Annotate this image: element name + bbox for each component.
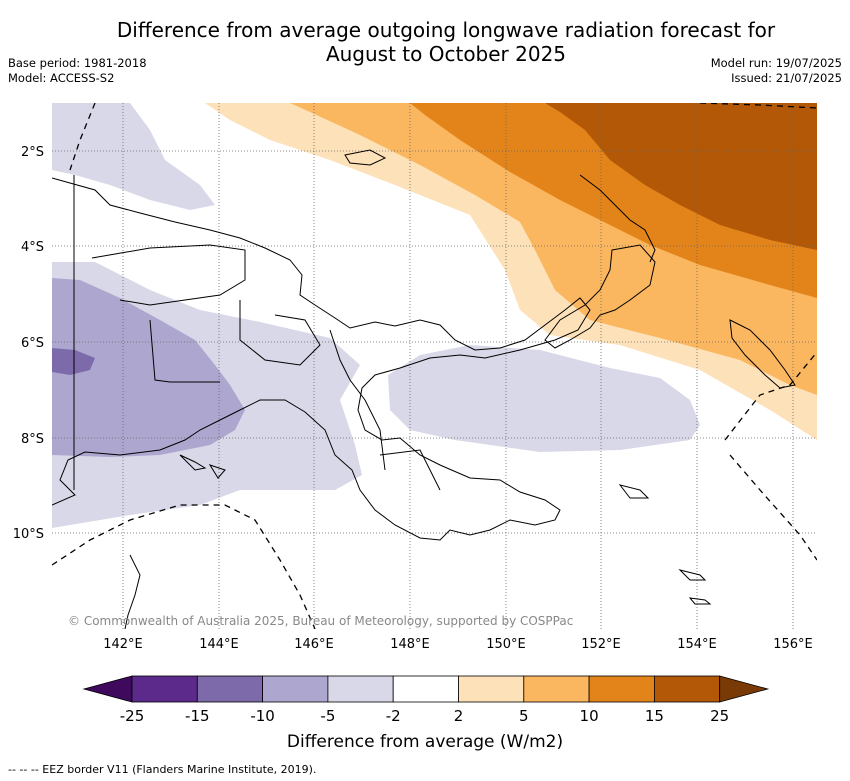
- model-name: Model: ACCESS-S2: [8, 71, 115, 85]
- issued-date: Issued: 21/07/2025: [731, 71, 842, 85]
- lon-label-152e: 152°E: [581, 637, 621, 652]
- graticule: [52, 103, 817, 629]
- colorbar-tick-label: 2: [454, 707, 464, 725]
- meta-right: Model run: 19/07/2025 Issued: 21/07/2025: [711, 56, 842, 86]
- colorbar-tick-label: -25: [120, 707, 145, 725]
- eez-footnote: -- -- -- EEZ border V11 (Flanders Marine…: [8, 763, 317, 776]
- anomaly-15-to-25: [545, 103, 817, 250]
- meta-left: Base period: 1981-2018 Model: ACCESS-S2: [8, 56, 147, 86]
- title-line-1: Difference from average outgoing longwav…: [116, 18, 776, 42]
- lat-label-6s: 6°S: [21, 336, 44, 351]
- lon-label-154e: 154°E: [677, 637, 717, 652]
- bougainville-coast: [729, 319, 796, 389]
- lon-label-144e: 144°E: [199, 637, 239, 652]
- colorbar-tick-label: -2: [386, 707, 401, 725]
- colorbar-extend-low: [82, 675, 133, 703]
- lat-label-2s: 2°S: [21, 145, 44, 160]
- colorbar-segment: [327, 675, 394, 703]
- lat-label-10s: 10°S: [13, 527, 44, 542]
- colorbar-segment: [523, 675, 590, 703]
- new-guinea-coast: [52, 177, 591, 541]
- lon-label-142e: 142°E: [103, 637, 143, 652]
- copyright-text: © Commonwealth of Australia 2025, Bureau…: [68, 614, 573, 628]
- coastlines: [52, 149, 796, 629]
- lon-label-150e: 150°E: [486, 637, 526, 652]
- colorbar-tick-label: 5: [519, 707, 529, 725]
- colorbar: -25 -15 -10 -5 -2 2 5 10 15 25: [82, 675, 770, 725]
- colorbar-tick-label: -5: [320, 707, 335, 725]
- anomaly-minus-2-to-minus-5-east: [388, 345, 700, 452]
- cape-york-coast: [124, 554, 141, 629]
- anomaly-minus-5-to-minus-10: [52, 278, 245, 457]
- colorbar-segment: [458, 675, 525, 703]
- eez-borders: [52, 103, 817, 629]
- anomaly-minus-2-to-minus-5-north: [52, 103, 215, 210]
- colorbar-segment: [588, 675, 655, 703]
- latitude-labels: 2°S 4°S 6°S 8°S 10°S: [13, 145, 44, 542]
- lat-label-4s: 4°S: [21, 240, 44, 255]
- colorbar-segment: [196, 675, 264, 703]
- colorbar-segment: [654, 675, 721, 703]
- colorbar-segment: [392, 675, 459, 703]
- colorbar-segment: [262, 675, 329, 703]
- manus-coast: [344, 149, 387, 166]
- map-panel: © Commonwealth of Australia 2025, Bureau…: [52, 103, 817, 629]
- lon-label-148e: 148°E: [390, 637, 430, 652]
- torres-strait-islands: [179, 454, 226, 479]
- louisiade-islands: [618, 484, 712, 605]
- colorbar-tick-label: -10: [250, 707, 275, 725]
- new-ireland-coast: [579, 174, 656, 263]
- province-borders: [73, 175, 441, 491]
- model-run: Model run: 19/07/2025: [710, 56, 842, 70]
- colorbar-segment: [131, 675, 198, 703]
- base-period: Base period: 1981-2018: [8, 56, 147, 70]
- lon-label-156e: 156°E: [773, 637, 813, 652]
- colorbar-tick-label: 15: [645, 707, 664, 725]
- colorbar-extend-high: [719, 675, 770, 703]
- title-line-2: August to October 2025: [325, 42, 567, 66]
- lon-label-146e: 146°E: [294, 637, 334, 652]
- new-britain-coast: [544, 244, 656, 349]
- colorbar-tick-label: 25: [710, 707, 729, 725]
- colorbar-tick-label: 10: [580, 707, 599, 725]
- colorbar-tick-label: -15: [185, 707, 210, 725]
- longitude-labels: 142°E 144°E 146°E 148°E 150°E 152°E 154°…: [103, 637, 813, 652]
- map-title: Difference from average outgoing longwav…: [90, 18, 802, 66]
- colorbar-title: Difference from average (W/m2): [287, 732, 563, 752]
- lat-label-8s: 8°S: [21, 432, 44, 447]
